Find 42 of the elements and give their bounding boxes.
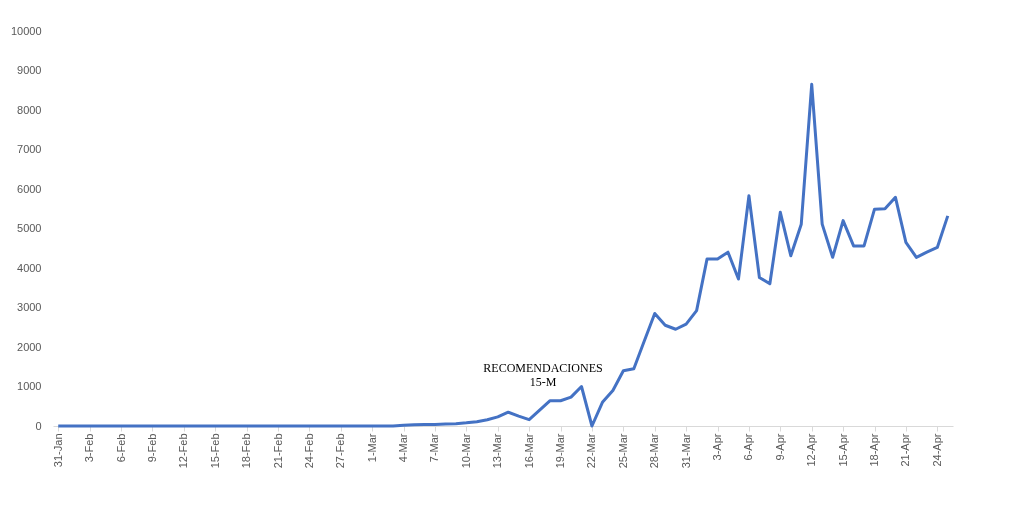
x-tick-label: 13-Mar (491, 433, 504, 469)
x-tick-label: 6-Apr (742, 433, 755, 461)
x-tick-label: 31-Jan (51, 433, 64, 468)
y-tick-label: 10000 (10, 24, 42, 37)
y-tick-label: 6000 (17, 182, 42, 195)
x-tick-label: 1-Mar (365, 433, 378, 463)
x-tick-label: 7-Mar (428, 433, 441, 463)
x-tick-label: 4-Mar (397, 433, 410, 463)
x-tick-label: 10-Mar (459, 433, 472, 469)
x-tick-label: 9-Apr (773, 433, 786, 461)
x-tick-label: 16-Mar (522, 433, 535, 469)
y-tick-label: 4000 (17, 261, 42, 274)
x-tick-label: 18-Feb (240, 433, 253, 469)
y-tick-label: 1000 (17, 380, 42, 392)
x-tick-label: 15-Apr (836, 433, 849, 467)
x-tick-label: 27-Feb (334, 433, 347, 469)
y-tick-label: 2000 (17, 340, 42, 353)
x-tick-label: 3-Feb (83, 433, 96, 463)
annotation: RECOMENDACIONES 15-M (483, 361, 603, 389)
x-tick-label: 28-Mar (648, 433, 661, 469)
x-tick-label: 31-Mar (679, 433, 692, 469)
y-tick-label: 0 (35, 419, 42, 432)
x-tick-label: 12-Feb (177, 433, 190, 469)
x-tick-label: 3-Apr (711, 433, 724, 461)
y-tick-label: 7000 (17, 143, 42, 155)
y-tick-label: 8000 (17, 103, 42, 116)
x-tick-label: 19-Mar (554, 433, 567, 469)
x-tick-label: 21-Feb (271, 433, 284, 469)
line-series (56, 82, 950, 428)
x-tick-label: 21-Apr (899, 433, 912, 467)
y-tick-label: 5000 (17, 222, 42, 234)
x-tick-label: 9-Feb (145, 433, 158, 463)
y-tick-label: 9000 (17, 64, 42, 76)
x-tick-label: 24-Feb (302, 433, 315, 469)
y-tick-label: 3000 (17, 301, 42, 313)
x-tick-label: 24-Apr (930, 433, 943, 467)
x-tick-label: 15-Feb (208, 433, 221, 469)
x-tick-label: 18-Apr (868, 433, 881, 467)
x-tick-label: 25-Mar (616, 433, 629, 469)
x-tick-label: 22-Mar (585, 433, 598, 469)
x-tick-label: 12-Apr (805, 433, 818, 467)
x-tick-label: 6-Feb (114, 433, 127, 463)
